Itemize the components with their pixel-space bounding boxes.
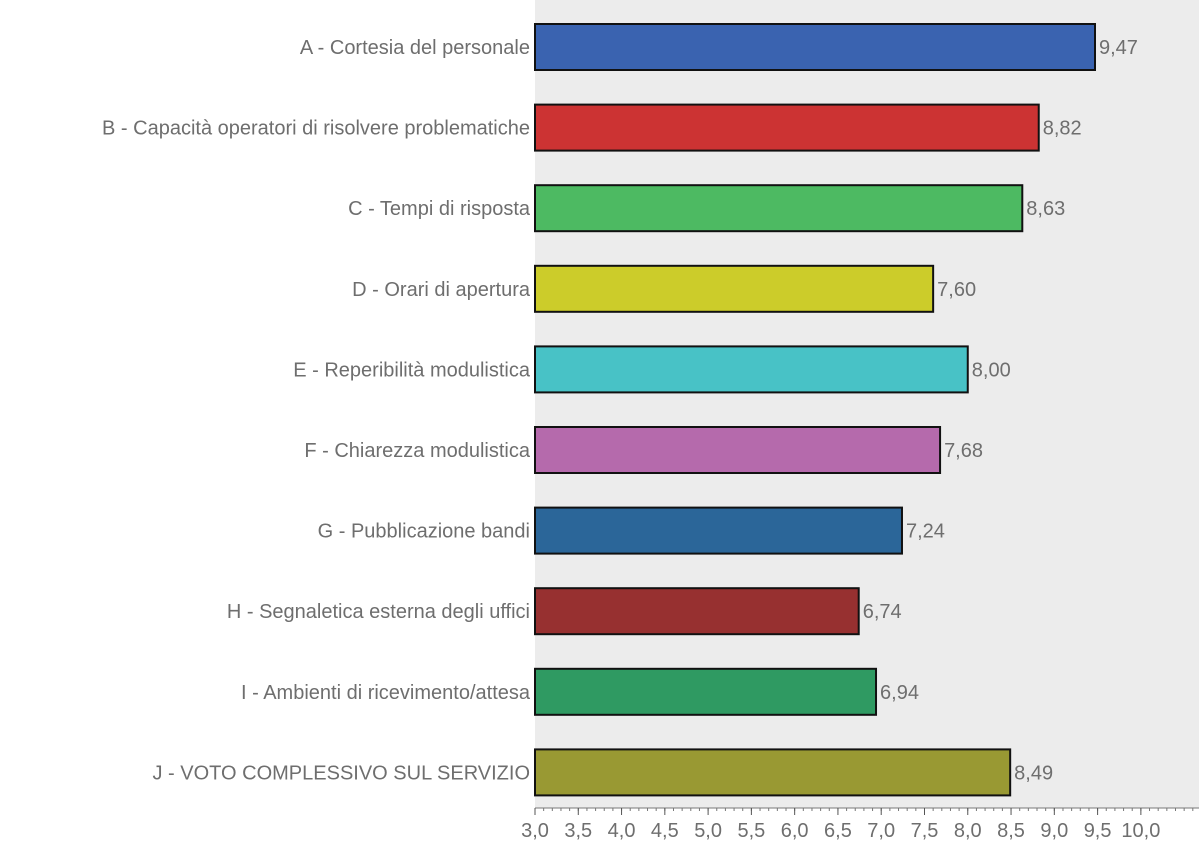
category-label: H - Segnaletica esterna degli uffici: [227, 601, 530, 623]
x-tick-label: 7,0: [867, 820, 895, 841]
x-tick-label: 8,0: [954, 820, 982, 841]
x-tick-label: 10,0: [1121, 820, 1160, 841]
x-tick-label: 4,0: [608, 820, 636, 841]
bar: [534, 587, 860, 636]
bar: [534, 345, 969, 394]
x-tick-label: 7,5: [911, 820, 939, 841]
data-label: 8,49: [1014, 762, 1053, 784]
category-label: F - Chiarezza modulistica: [304, 440, 531, 462]
category-label: G - Pubblicazione bandi: [318, 521, 530, 543]
category-label: D - Orari di apertura: [352, 279, 531, 301]
x-tick-label: 8,5: [997, 820, 1025, 841]
bar: [534, 426, 942, 474]
bar: [534, 748, 1012, 797]
data-label: 8,00: [972, 359, 1011, 381]
x-tick-label: 3,0: [521, 820, 549, 841]
x-tick-label: 6,5: [824, 820, 852, 841]
bar: [534, 23, 1096, 71]
data-label: 6,74: [863, 601, 902, 623]
category-label: C - Tempi di risposta: [348, 198, 531, 220]
x-tick-label: 5,5: [737, 820, 765, 841]
data-label: 8,63: [1026, 198, 1065, 220]
x-tick-label: 6,0: [781, 820, 809, 841]
category-label: E - Reperibilità modulistica: [293, 359, 531, 381]
data-label: 7,24: [906, 521, 945, 543]
category-label: A - Cortesia del personale: [300, 37, 530, 59]
category-label: J - VOTO COMPLESSIVO SUL SERVIZIO: [153, 762, 531, 784]
bar: [534, 184, 1024, 233]
labels-layer: A - Cortesia del personale 9,47 B - Capaci…: [102, 37, 1138, 784]
category-label: B - Capacità operatori di risolvere prob…: [102, 118, 530, 140]
bars-layer: [534, 23, 1096, 797]
x-tick-label: 3,5: [564, 820, 592, 841]
data-label: 6,94: [880, 682, 919, 704]
x-axis: 3,0 3,5 4,0 4,5 5,0 5,5 6,0 6,5 7,0 7,5 8,0 8,5 9,0 9…: [521, 807, 1199, 841]
x-tick-label: 9,5: [1084, 820, 1112, 841]
data-label: 9,47: [1099, 37, 1138, 59]
x-tick-label: 9,0: [1040, 820, 1068, 841]
category-label: I - Ambienti di ricevimento/attesa: [241, 682, 531, 704]
x-tick-label: 5,0: [694, 820, 722, 841]
data-label: 7,68: [944, 440, 983, 462]
data-label: 8,82: [1043, 118, 1082, 140]
bar: [534, 103, 1040, 152]
bar: [534, 667, 878, 716]
x-tick-label: 4,5: [651, 820, 679, 841]
bar: [534, 264, 935, 313]
bar: [534, 506, 903, 555]
data-label: 7,60: [937, 279, 976, 301]
